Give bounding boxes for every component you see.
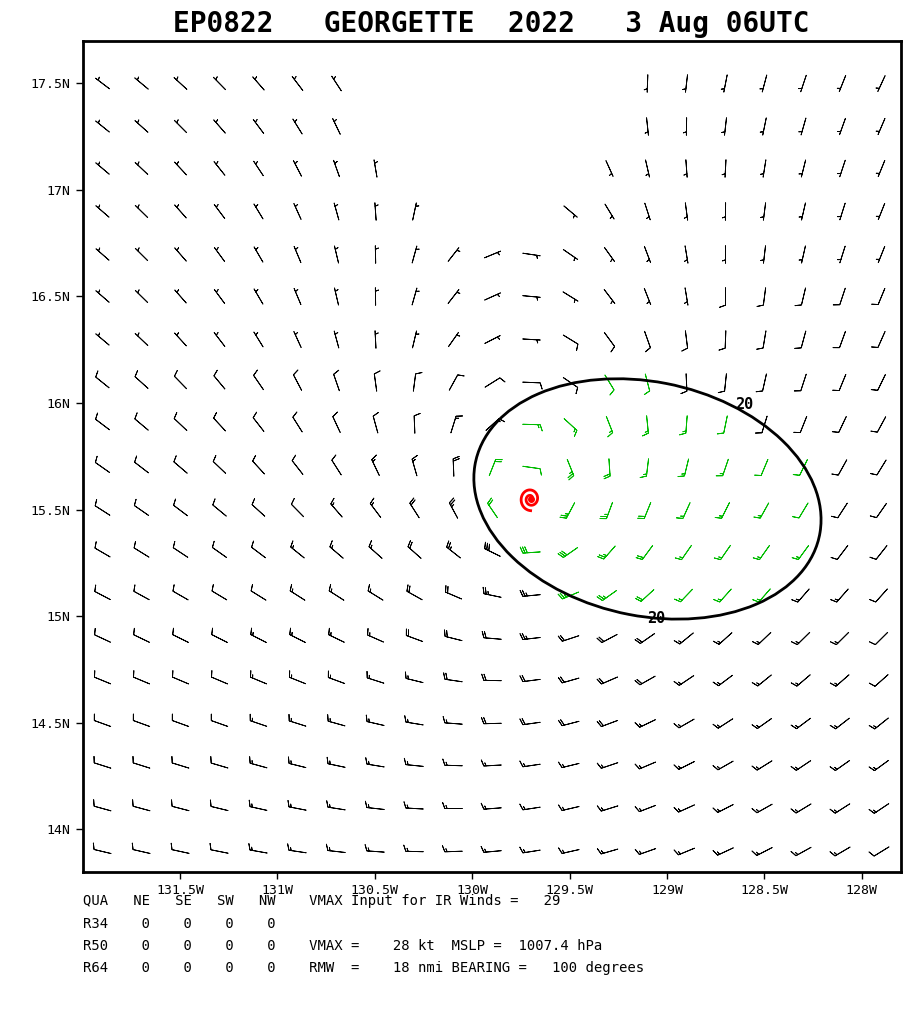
Text: 20: 20	[735, 397, 754, 413]
Text: QUA   NE   SE   SW   NW    VMAX Input for IR Winds =   29: QUA NE SE SW NW VMAX Input for IR Winds …	[83, 894, 560, 909]
Text: R50    0    0    0    0    VMAX =    28 kt  MSLP =  1007.4 hPa: R50 0 0 0 0 VMAX = 28 kt MSLP = 1007.4 h…	[83, 939, 602, 953]
Text: R64    0    0    0    0    RMW  =    18 nmi BEARING =   100 degrees: R64 0 0 0 0 RMW = 18 nmi BEARING = 100 d…	[83, 961, 644, 975]
Title: EP0822   GEORGETTE  2022   3 Aug 06UTC: EP0822 GEORGETTE 2022 3 Aug 06UTC	[174, 10, 810, 39]
Text: 20: 20	[648, 610, 665, 626]
Text: R34    0    0    0    0: R34 0 0 0 0	[83, 917, 276, 931]
